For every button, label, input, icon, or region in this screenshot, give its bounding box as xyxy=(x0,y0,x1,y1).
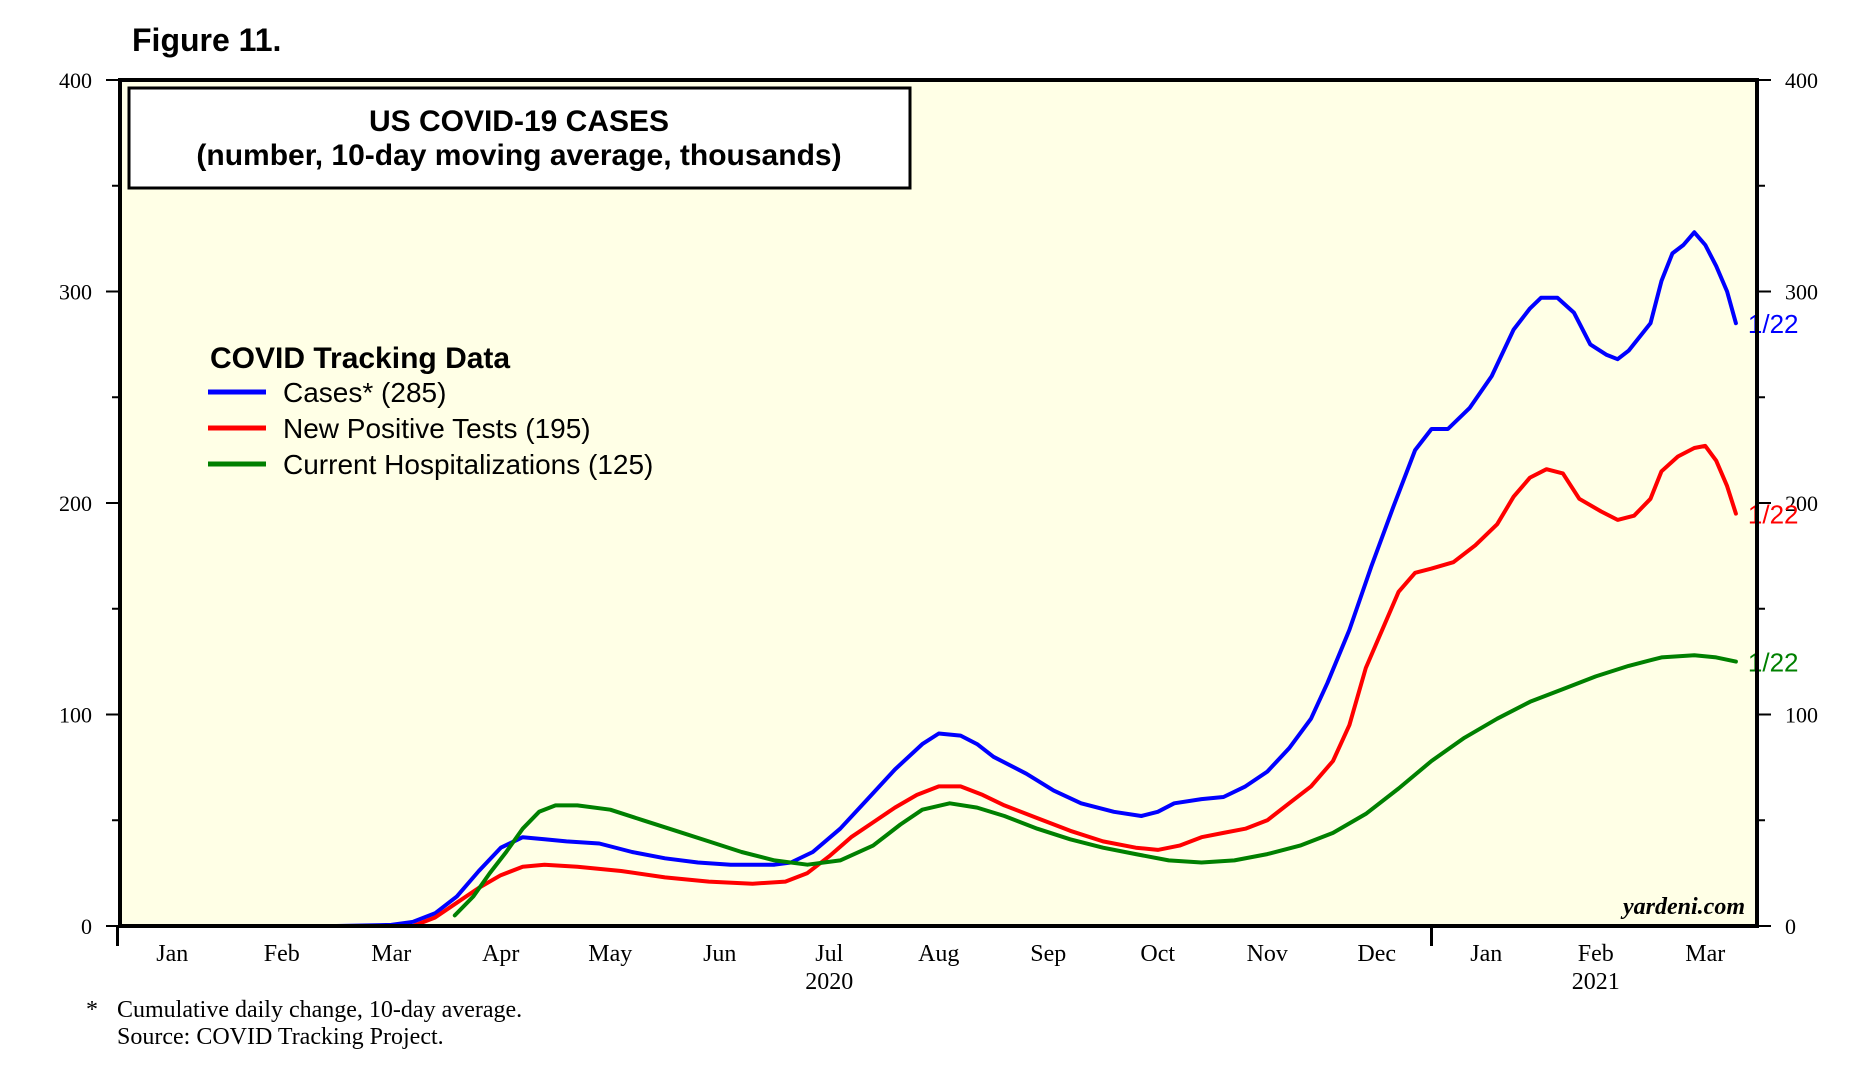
y-tick-label-left: 300 xyxy=(59,280,92,305)
y-tick-label-right: 200 xyxy=(1785,491,1818,516)
x-year-label: 2020 xyxy=(805,969,853,995)
x-tick-label: Jan xyxy=(1470,941,1502,967)
title-box: US COVID-19 CASES (number, 10-day moving… xyxy=(127,86,912,190)
series-line xyxy=(208,230,1738,928)
legend-label: Cases* (285) xyxy=(283,377,446,408)
y-tick-label-right: 400 xyxy=(1785,68,1818,93)
legend-title: COVID Tracking Data xyxy=(210,342,510,375)
axes: 0 0 100 100 200 200 300 300 400 400 Jan Feb Mar Apr Ma… xyxy=(59,68,1818,995)
series-line xyxy=(452,653,1738,918)
x-tick-label: Aug xyxy=(918,941,959,967)
x-tick-label: Dec xyxy=(1357,941,1396,967)
legend: COVID Tracking Data Cases* (285) New Posi… xyxy=(208,342,653,480)
x-tick-label: Feb xyxy=(264,941,300,967)
legend-label: New Positive Tests (195) xyxy=(283,413,591,444)
footnote-line-1: Cumulative daily change, 10-day average. xyxy=(117,997,523,1023)
x-tick-label: May xyxy=(588,941,632,967)
plot-border xyxy=(118,78,1759,928)
footnote-marker: * xyxy=(86,997,98,1023)
y-tick-label-left: 100 xyxy=(59,703,92,728)
series-line xyxy=(197,443,1738,928)
x-tick-label: Feb xyxy=(1578,941,1614,967)
x-tick-label: Jul xyxy=(815,941,843,967)
x-tick-label: Nov xyxy=(1247,941,1288,967)
x-tick-label: Apr xyxy=(482,941,519,967)
y-tick-label-left: 400 xyxy=(59,68,92,93)
y-tick-label-right: 0 xyxy=(1785,914,1796,939)
legend-label: Current Hospitalizations (125) xyxy=(283,449,653,480)
y-tick-label-left: 200 xyxy=(59,491,92,516)
y-tick-label-left: 0 xyxy=(81,914,92,939)
watermark: yardeni.com xyxy=(1620,894,1745,920)
x-tick-label: Oct xyxy=(1140,941,1175,967)
title-box-frame xyxy=(127,86,912,190)
y-tick-label-right: 300 xyxy=(1785,280,1818,305)
chart-subtitle: (number, 10-day moving average, thousand… xyxy=(196,139,841,172)
legend-items: Cases* (285) New Positive Tests (195) Curr… xyxy=(208,377,653,480)
chart-title: US COVID-19 CASES xyxy=(369,105,669,138)
y-tick-label-right: 100 xyxy=(1785,703,1818,728)
x-tick-label: Jan xyxy=(156,941,188,967)
figure-label: Figure 11. xyxy=(132,22,282,58)
x-tick-label: Mar xyxy=(1685,941,1725,967)
x-tick-label: Jun xyxy=(703,941,736,967)
x-tick-label: Mar xyxy=(371,941,411,967)
x-year-label: 2021 xyxy=(1572,969,1620,995)
x-tick-label: Sep xyxy=(1030,941,1066,967)
footnote-line-2: Source: COVID Tracking Project. xyxy=(117,1024,444,1050)
